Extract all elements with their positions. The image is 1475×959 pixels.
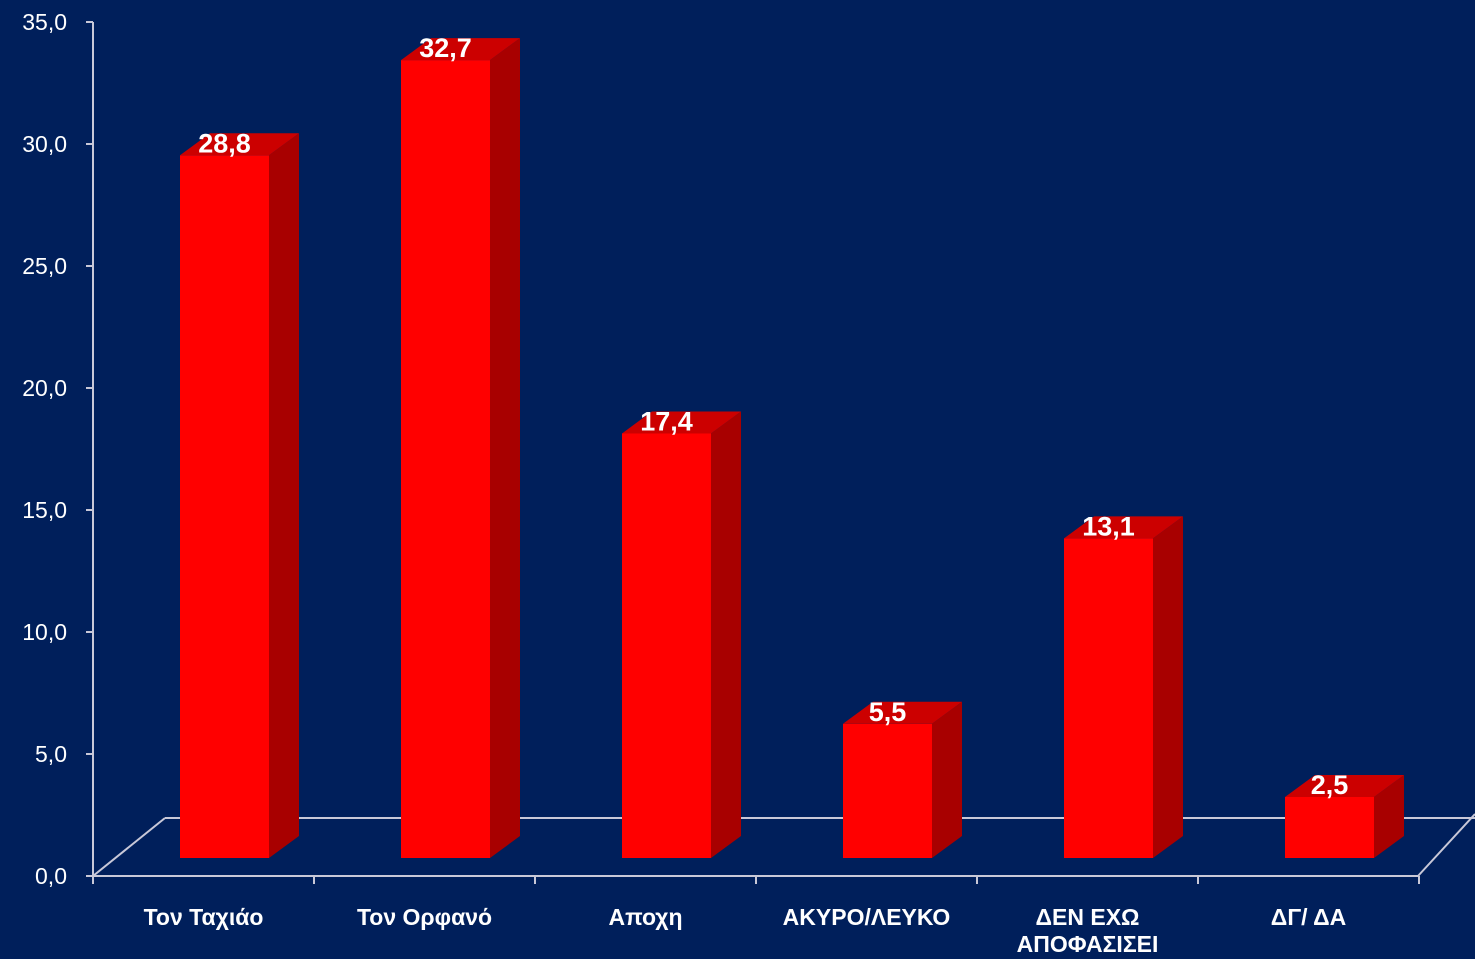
bar-front (1285, 797, 1374, 858)
bar-front (843, 723, 932, 858)
y-tick-label: 5,0 (35, 741, 67, 767)
bar-top (1064, 516, 1183, 539)
bar-front (401, 60, 490, 859)
data-label: 13,1 (1082, 511, 1135, 541)
y-tick-label: 0,0 (35, 863, 67, 889)
bar-side (711, 411, 741, 858)
bar-front (1064, 538, 1153, 858)
chart-axes (86, 21, 1475, 884)
bar-top (180, 133, 299, 156)
bar-side (932, 701, 962, 858)
bar-top (843, 701, 962, 724)
data-label: 2,5 (1311, 770, 1349, 800)
y-tick-label: 15,0 (22, 497, 67, 523)
x-category-label: ΑΠΟΦΑΣΙΣΕΙ (1017, 931, 1159, 957)
x-category-label: Τον Ταχιάο (144, 904, 264, 930)
bar-front (180, 155, 269, 858)
chart-labels: 0,0 5,0 10,0 15,0 20,0 25,0 30,0 35,0 28,8 32,7 17… (22, 9, 1348, 957)
bar-side (1374, 775, 1404, 858)
x-category-label: ΑΚΥΡΟ/ΛΕΥΚΟ (783, 904, 951, 930)
x-category-label: Τον Ορφανό (357, 904, 492, 930)
bar-side (490, 38, 520, 859)
bar-top (1285, 775, 1404, 797)
data-label: 28,8 (198, 128, 251, 158)
floor-right-edge (1417, 813, 1475, 877)
bar-front (622, 433, 711, 858)
data-label: 17,4 (640, 406, 693, 436)
data-label: 32,7 (419, 33, 472, 63)
bar-top (622, 411, 741, 434)
x-category-label: Αποχη (608, 904, 682, 930)
floor-left-edge (92, 817, 166, 877)
y-tick-label: 35,0 (22, 9, 67, 35)
bar-side (269, 133, 299, 858)
data-label: 5,5 (869, 697, 907, 727)
x-category-label: ΔΓ/ ΔΑ (1271, 904, 1346, 930)
chart-bars (180, 38, 1404, 859)
bar-side (1153, 516, 1183, 858)
y-tick-label: 25,0 (22, 253, 67, 279)
y-tick-label: 10,0 (22, 619, 67, 645)
y-tick-label: 20,0 (22, 375, 67, 401)
x-category-label: ΔΕΝ ΕΧΩ (1036, 904, 1140, 930)
y-tick-label: 30,0 (22, 131, 67, 157)
bar-top (401, 38, 520, 61)
